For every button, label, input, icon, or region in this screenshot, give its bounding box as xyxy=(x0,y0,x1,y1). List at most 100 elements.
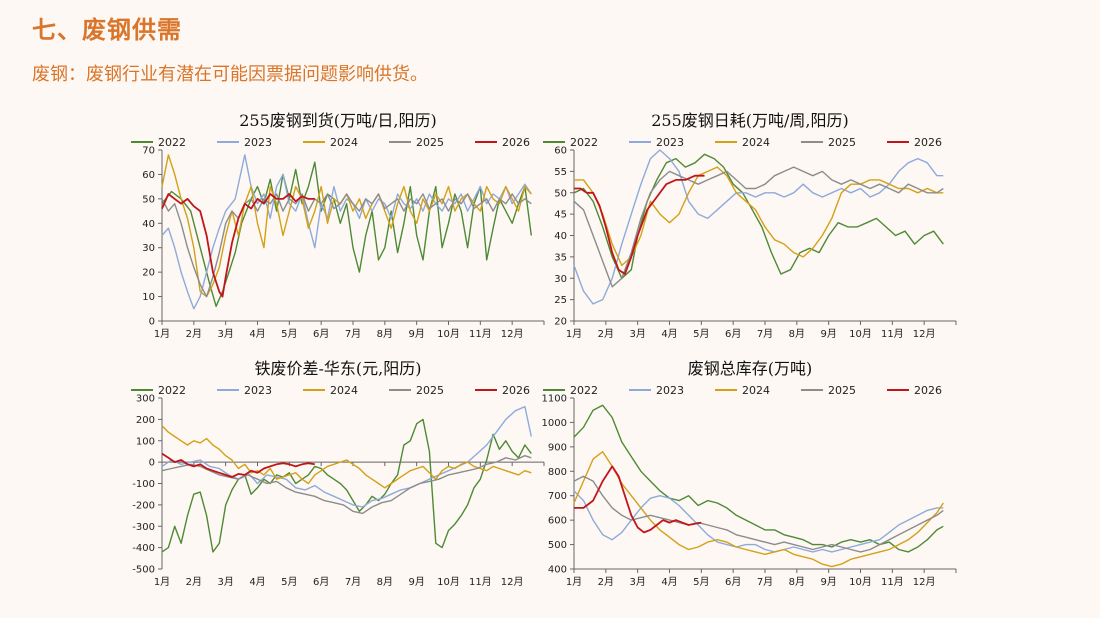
x-tick-label: 12月 xyxy=(501,328,524,340)
x-tick-label: 9月 xyxy=(820,328,836,340)
page-title: 七、废钢供需 xyxy=(32,16,182,44)
x-tick-label: 8月 xyxy=(377,328,393,340)
x-tick-label: 11月 xyxy=(881,576,904,588)
x-tick-label: 1月 xyxy=(154,328,170,340)
y-tick-label: 30 xyxy=(554,274,567,285)
x-tick-label: 3月 xyxy=(217,576,233,588)
legend-label-2024: 2024 xyxy=(742,384,770,397)
legend-label-2026: 2026 xyxy=(914,384,942,397)
y-tick-label: 400 xyxy=(548,565,567,576)
series-line-2025 xyxy=(161,455,532,515)
y-tick-label: -100 xyxy=(132,479,155,490)
series-line-2024 xyxy=(161,425,532,489)
x-tick-label: 8月 xyxy=(789,328,805,340)
x-tick-label: 9月 xyxy=(820,576,836,588)
y-tick-label: -500 xyxy=(132,565,155,576)
y-tick-label: 50 xyxy=(142,194,155,205)
x-tick-label: 5月 xyxy=(693,328,709,340)
y-tick-label: 800 xyxy=(548,467,567,478)
x-tick-label: 6月 xyxy=(725,328,741,340)
x-tick-label: 1月 xyxy=(154,576,170,588)
y-tick-label: 700 xyxy=(548,491,567,502)
x-tick-label: 9月 xyxy=(408,576,424,588)
x-tick-label: 10月 xyxy=(437,328,460,340)
x-tick-label: 12月 xyxy=(913,328,936,340)
y-tick-label: -300 xyxy=(132,522,155,533)
y-tick-label: 35 xyxy=(554,252,567,263)
legend-label-2022: 2022 xyxy=(158,136,186,149)
x-tick-label: 2月 xyxy=(186,328,202,340)
series-line-2024 xyxy=(574,166,944,267)
chart-title: 255废钢到货(万吨/日,阳历) xyxy=(239,111,437,130)
chart-arrival: 255废钢到货(万吨/日,阳历) 2022 2023 2024 2025 2026 0 10 2… xyxy=(118,106,558,348)
y-tick-label: 1100 xyxy=(542,394,567,405)
x-tick-label: 4月 xyxy=(661,576,677,588)
x-tick-label: 6月 xyxy=(725,576,741,588)
x-tick-label: 4月 xyxy=(661,328,677,340)
series-line-2023 xyxy=(161,405,532,508)
x-tick-label: 11月 xyxy=(881,328,904,340)
series-line-2022 xyxy=(161,161,532,307)
series-line-2022 xyxy=(573,153,944,279)
x-tick-label: 11月 xyxy=(469,576,492,588)
y-tick-label: 900 xyxy=(548,442,567,453)
y-tick-label: 0 xyxy=(149,458,155,469)
x-tick-label: 12月 xyxy=(501,576,524,588)
chart-spread-svg: 铁废价差-华东(元,阳历) 2022 2023 2024 2025 2026 -500 -40… xyxy=(131,359,545,588)
x-tick-label: 1月 xyxy=(566,328,582,340)
x-tick-label: 11月 xyxy=(469,328,492,340)
legend-label-2025: 2025 xyxy=(416,384,444,397)
y-tick-label: -400 xyxy=(132,543,155,554)
chart-title: 铁废价差-华东(元,阳历) xyxy=(255,359,422,378)
x-tick-label: 5月 xyxy=(281,576,297,588)
y-tick-label: 70 xyxy=(142,146,155,157)
series-line-2022 xyxy=(573,404,944,553)
y-tick-label: 40 xyxy=(142,219,155,230)
y-tick-label: 600 xyxy=(548,516,567,527)
legend-label-2025: 2025 xyxy=(828,136,856,149)
series-line-2025 xyxy=(573,166,944,288)
y-tick-label: 30 xyxy=(142,243,155,254)
legend-label-2025: 2025 xyxy=(828,384,856,397)
x-tick-label: 10月 xyxy=(849,576,872,588)
legend-label-2026: 2026 xyxy=(502,384,530,397)
legend-label-2022: 2022 xyxy=(570,136,598,149)
y-tick-label: 45 xyxy=(554,210,567,221)
y-tick-label: 10 xyxy=(142,292,155,303)
x-tick-label: 3月 xyxy=(629,576,645,588)
legend-label-2024: 2024 xyxy=(330,136,358,149)
chart-consumption: 255废钢日耗(万吨/周,阳历) 2022 2023 2024 2025 2026 20 25… xyxy=(530,106,970,348)
x-tick-label: 10月 xyxy=(437,576,460,588)
x-tick-label: 4月 xyxy=(249,328,265,340)
legend-label-2023: 2023 xyxy=(244,384,272,397)
y-tick-label: 50 xyxy=(554,188,567,199)
chart-arrival-svg: 255废钢到货(万吨/日,阳历) 2022 2023 2024 2025 2026 0 10 2… xyxy=(131,111,545,340)
y-tick-label: -200 xyxy=(132,500,155,511)
legend-label-2026: 2026 xyxy=(502,136,530,149)
x-tick-label: 9月 xyxy=(408,328,424,340)
x-tick-label: 6月 xyxy=(313,576,329,588)
x-tick-label: 5月 xyxy=(281,328,297,340)
series-line-2025 xyxy=(161,193,532,298)
legend-label-2026: 2026 xyxy=(914,136,942,149)
chart-title: 255废钢日耗(万吨/周,阳历) xyxy=(651,111,849,130)
chart-title: 废钢总库存(万吨) xyxy=(688,359,813,378)
x-tick-label: 7月 xyxy=(757,576,773,588)
y-tick-label: 500 xyxy=(548,540,567,551)
legend-label-2024: 2024 xyxy=(330,384,358,397)
y-tick-label: 200 xyxy=(136,415,155,426)
x-tick-label: 8月 xyxy=(789,576,805,588)
series-line-2023 xyxy=(161,154,532,310)
series-line-2022 xyxy=(161,418,532,553)
legend-label-2024: 2024 xyxy=(742,136,770,149)
x-tick-label: 6月 xyxy=(313,328,329,340)
legend-label-2023: 2023 xyxy=(656,384,684,397)
x-tick-label: 1月 xyxy=(566,576,582,588)
x-tick-label: 2月 xyxy=(598,328,614,340)
x-tick-label: 2月 xyxy=(186,576,202,588)
x-tick-label: 2月 xyxy=(598,576,614,588)
series-line-2026 xyxy=(161,452,315,478)
series-line-2023 xyxy=(573,149,944,305)
y-tick-label: 20 xyxy=(142,268,155,279)
x-tick-label: 10月 xyxy=(849,328,872,340)
